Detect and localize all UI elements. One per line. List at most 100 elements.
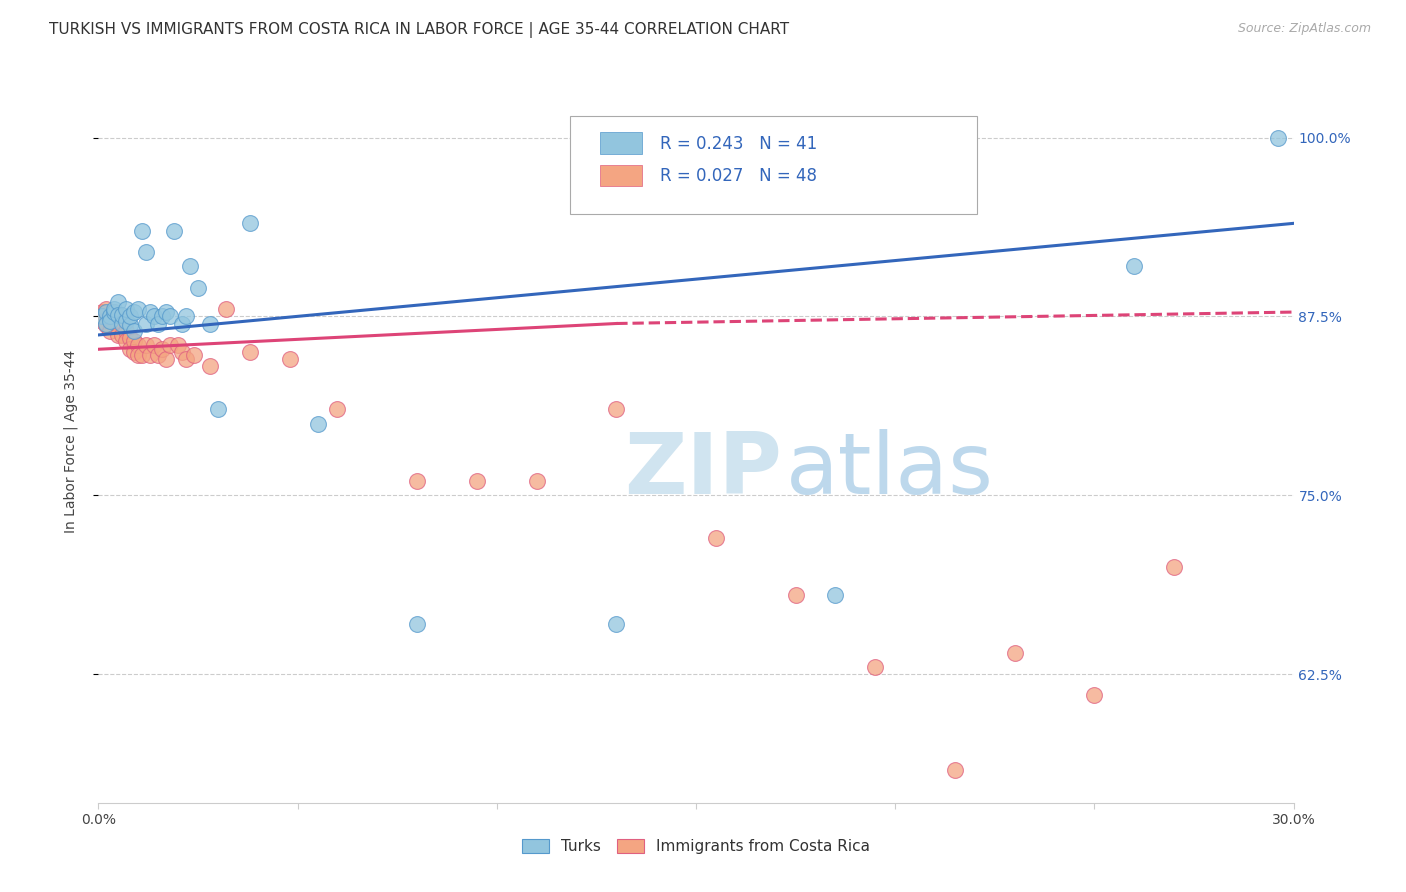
Text: TURKISH VS IMMIGRANTS FROM COSTA RICA IN LABOR FORCE | AGE 35-44 CORRELATION CHA: TURKISH VS IMMIGRANTS FROM COSTA RICA IN…: [49, 22, 789, 38]
Point: [115, 302, 138, 317]
Point: [98, 313, 122, 327]
Point: [107, 317, 129, 331]
Point: [91, 313, 114, 327]
Point: [127, 338, 149, 352]
Point: [198, 359, 221, 374]
FancyBboxPatch shape: [571, 117, 977, 214]
Point: [704, 531, 727, 545]
Legend: Turks, Immigrants from Costa Rica: Turks, Immigrants from Costa Rica: [516, 832, 876, 860]
Point: [239, 345, 262, 359]
Point: [111, 328, 134, 343]
Point: [131, 223, 153, 237]
Point: [135, 338, 157, 352]
Point: [150, 343, 173, 357]
Point: [187, 281, 209, 295]
Point: [124, 334, 146, 348]
Point: [307, 417, 329, 431]
Point: [174, 310, 197, 324]
Point: [406, 474, 429, 488]
Point: [124, 305, 146, 319]
Point: [135, 317, 157, 331]
Point: [174, 352, 197, 367]
Point: [124, 324, 146, 338]
Point: [159, 310, 181, 324]
Text: atlas: atlas: [786, 429, 994, 512]
Point: [943, 763, 966, 777]
Point: [91, 310, 114, 324]
Point: [96, 317, 118, 331]
Point: [865, 660, 887, 674]
Point: [239, 216, 262, 230]
Text: R = 0.243   N = 41: R = 0.243 N = 41: [661, 135, 817, 153]
Y-axis label: In Labor Force | Age 35-44: In Labor Force | Age 35-44: [63, 350, 77, 533]
Point: [163, 223, 186, 237]
Point: [785, 588, 807, 602]
Point: [605, 402, 627, 417]
Point: [278, 352, 301, 367]
Point: [172, 317, 194, 331]
Point: [824, 588, 846, 602]
Point: [120, 343, 142, 357]
Point: [98, 324, 122, 338]
Point: [111, 317, 134, 331]
Point: [172, 345, 194, 359]
Point: [167, 338, 190, 352]
Point: [115, 334, 138, 348]
Point: [127, 302, 149, 317]
Point: [96, 318, 118, 332]
Point: [120, 318, 142, 332]
Point: [150, 310, 173, 324]
Point: [198, 317, 221, 331]
Point: [526, 474, 548, 488]
FancyBboxPatch shape: [600, 133, 643, 154]
Point: [111, 317, 134, 331]
Point: [605, 617, 627, 632]
Point: [120, 310, 142, 324]
Point: [1083, 689, 1105, 703]
Point: [1267, 130, 1289, 145]
Point: [98, 310, 122, 324]
Point: [96, 302, 118, 317]
Point: [120, 331, 142, 345]
Point: [98, 313, 122, 327]
Point: [155, 352, 177, 367]
Point: [103, 302, 125, 317]
Point: [143, 338, 166, 352]
Text: ZIP: ZIP: [624, 429, 782, 512]
Point: [406, 617, 429, 632]
Point: [115, 324, 138, 338]
Point: [155, 305, 177, 319]
Point: [103, 305, 125, 319]
Text: R = 0.027   N = 48: R = 0.027 N = 48: [661, 168, 817, 186]
Text: Source: ZipAtlas.com: Source: ZipAtlas.com: [1237, 22, 1371, 36]
Point: [148, 348, 170, 362]
Point: [207, 402, 229, 417]
Point: [135, 244, 157, 259]
Point: [1123, 260, 1146, 274]
Point: [91, 305, 114, 319]
Point: [1004, 646, 1026, 660]
Point: [465, 474, 488, 488]
Point: [326, 402, 349, 417]
FancyBboxPatch shape: [600, 165, 643, 186]
Point: [115, 313, 138, 327]
Point: [124, 345, 146, 359]
Point: [179, 260, 201, 274]
Point: [127, 348, 149, 362]
Point: [131, 348, 153, 362]
Point: [111, 308, 134, 322]
Point: [107, 328, 129, 343]
Point: [103, 310, 125, 324]
Point: [183, 348, 205, 362]
Point: [143, 310, 166, 324]
Point: [96, 305, 118, 319]
Point: [215, 302, 238, 317]
Point: [159, 338, 181, 352]
Point: [148, 317, 170, 331]
Point: [139, 348, 162, 362]
Point: [103, 305, 125, 319]
Point: [107, 295, 129, 310]
Point: [107, 308, 129, 322]
Point: [139, 305, 162, 319]
Point: [1163, 559, 1185, 574]
